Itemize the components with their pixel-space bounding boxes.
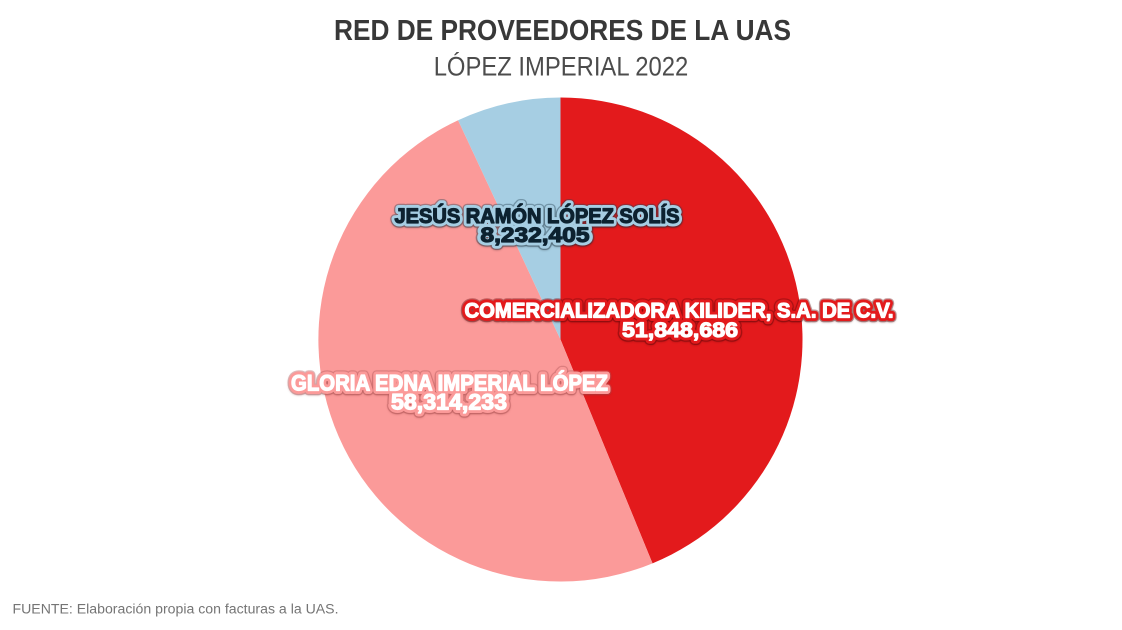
svg-text:FUENTE: Elaboración propia con: FUENTE: Elaboración propia con facturas … — [13, 602, 339, 618]
svg-text:8,232,405: 8,232,405 — [481, 224, 590, 247]
svg-text:JESÚS RAMÓN LÓPEZ SOLÍS: JESÚS RAMÓN LÓPEZ SOLÍS — [395, 204, 680, 228]
svg-text:51,848,686: 51,848,686 — [622, 318, 738, 342]
svg-text:58,314,233: 58,314,233 — [391, 390, 507, 415]
svg-text:JESÚS RAMÓN LÓPEZ SOLÍS: JESÚS RAMÓN LÓPEZ SOLÍS — [395, 204, 680, 228]
svg-text:51,848,686: 51,848,686 — [622, 318, 738, 342]
svg-text:58,314,233: 58,314,233 — [391, 390, 507, 415]
svg-text:GLORIA EDNA IMPERIAL LÓPEZ: GLORIA EDNA IMPERIAL LÓPEZ — [291, 371, 608, 396]
svg-text:8,232,405: 8,232,405 — [481, 224, 590, 247]
svg-text:COMERCIALIZADORA KILIDER, S.A.: COMERCIALIZADORA KILIDER, S.A. DE C.V. — [465, 299, 894, 323]
svg-text:51,848,686: 51,848,686 — [622, 318, 738, 342]
svg-text:LÓPEZ IMPERIAL 2022: LÓPEZ IMPERIAL 2022 — [434, 51, 689, 82]
svg-text:RED DE PROVEEDORES DE LA UAS: RED DE PROVEEDORES DE LA UAS — [334, 15, 791, 47]
svg-text:JESÚS RAMÓN LÓPEZ SOLÍS: JESÚS RAMÓN LÓPEZ SOLÍS — [395, 204, 680, 228]
svg-text:GLORIA EDNA IMPERIAL LÓPEZ: GLORIA EDNA IMPERIAL LÓPEZ — [291, 371, 608, 396]
svg-text:8,232,405: 8,232,405 — [481, 224, 590, 247]
svg-text:GLORIA EDNA IMPERIAL LÓPEZ: GLORIA EDNA IMPERIAL LÓPEZ — [291, 371, 608, 396]
svg-text:COMERCIALIZADORA KILIDER, S.A.: COMERCIALIZADORA KILIDER, S.A. DE C.V. — [465, 299, 894, 323]
svg-text:58,314,233: 58,314,233 — [391, 390, 507, 415]
svg-text:COMERCIALIZADORA KILIDER, S.A.: COMERCIALIZADORA KILIDER, S.A. DE C.V. — [465, 299, 894, 323]
